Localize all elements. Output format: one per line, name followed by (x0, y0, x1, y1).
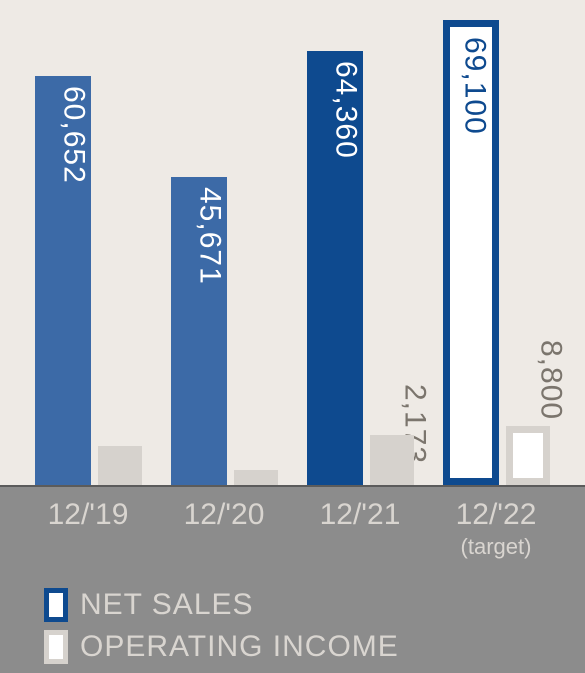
xaxis-labels: 12/'1912/'2012/'2112/'22(target) (0, 492, 585, 582)
xaxis-label: 12/'21 (290, 498, 430, 532)
legend-text-operating-income: OPERATING INCOME (80, 630, 399, 664)
net-sales-bar: 45,671 (171, 177, 227, 485)
legend-item-net-sales: NET SALES (44, 588, 399, 622)
chart-stage: 60,6525,81745,6712,17364,3607,41569,1008… (0, 0, 585, 673)
legend: NET SALES OPERATING INCOME (44, 588, 399, 672)
xaxis-label: 12/'22 (426, 498, 566, 532)
xaxis-label: 12/'20 (154, 498, 294, 532)
net-sales-value: 45,671 (171, 187, 227, 285)
net-sales-value: 69,100 (450, 37, 492, 135)
net-sales-bar: 60,652 (35, 76, 91, 485)
chart-area: 60,6525,81745,6712,17364,3607,41569,1008… (0, 0, 585, 485)
axis-baseline (0, 485, 585, 487)
net-sales-value: 60,652 (35, 86, 91, 184)
xaxis-label: 12/'19 (18, 498, 158, 532)
legend-swatch-gray-icon (44, 630, 68, 664)
operating-income-value: 8,800 (523, 340, 567, 420)
legend-text-net-sales: NET SALES (80, 588, 254, 622)
net-sales-value: 64,360 (307, 61, 363, 159)
net-sales-bar: 69,100 (443, 20, 499, 485)
operating-income-bar (98, 446, 142, 485)
legend-item-operating-income: OPERATING INCOME (44, 630, 399, 664)
operating-income-bar (370, 435, 414, 485)
xaxis-sublabel: (target) (426, 534, 566, 560)
operating-income-bar (506, 426, 550, 485)
net-sales-bar: 64,360 (307, 51, 363, 485)
operating-income-bar (234, 470, 278, 485)
legend-swatch-blue-icon (44, 588, 68, 622)
